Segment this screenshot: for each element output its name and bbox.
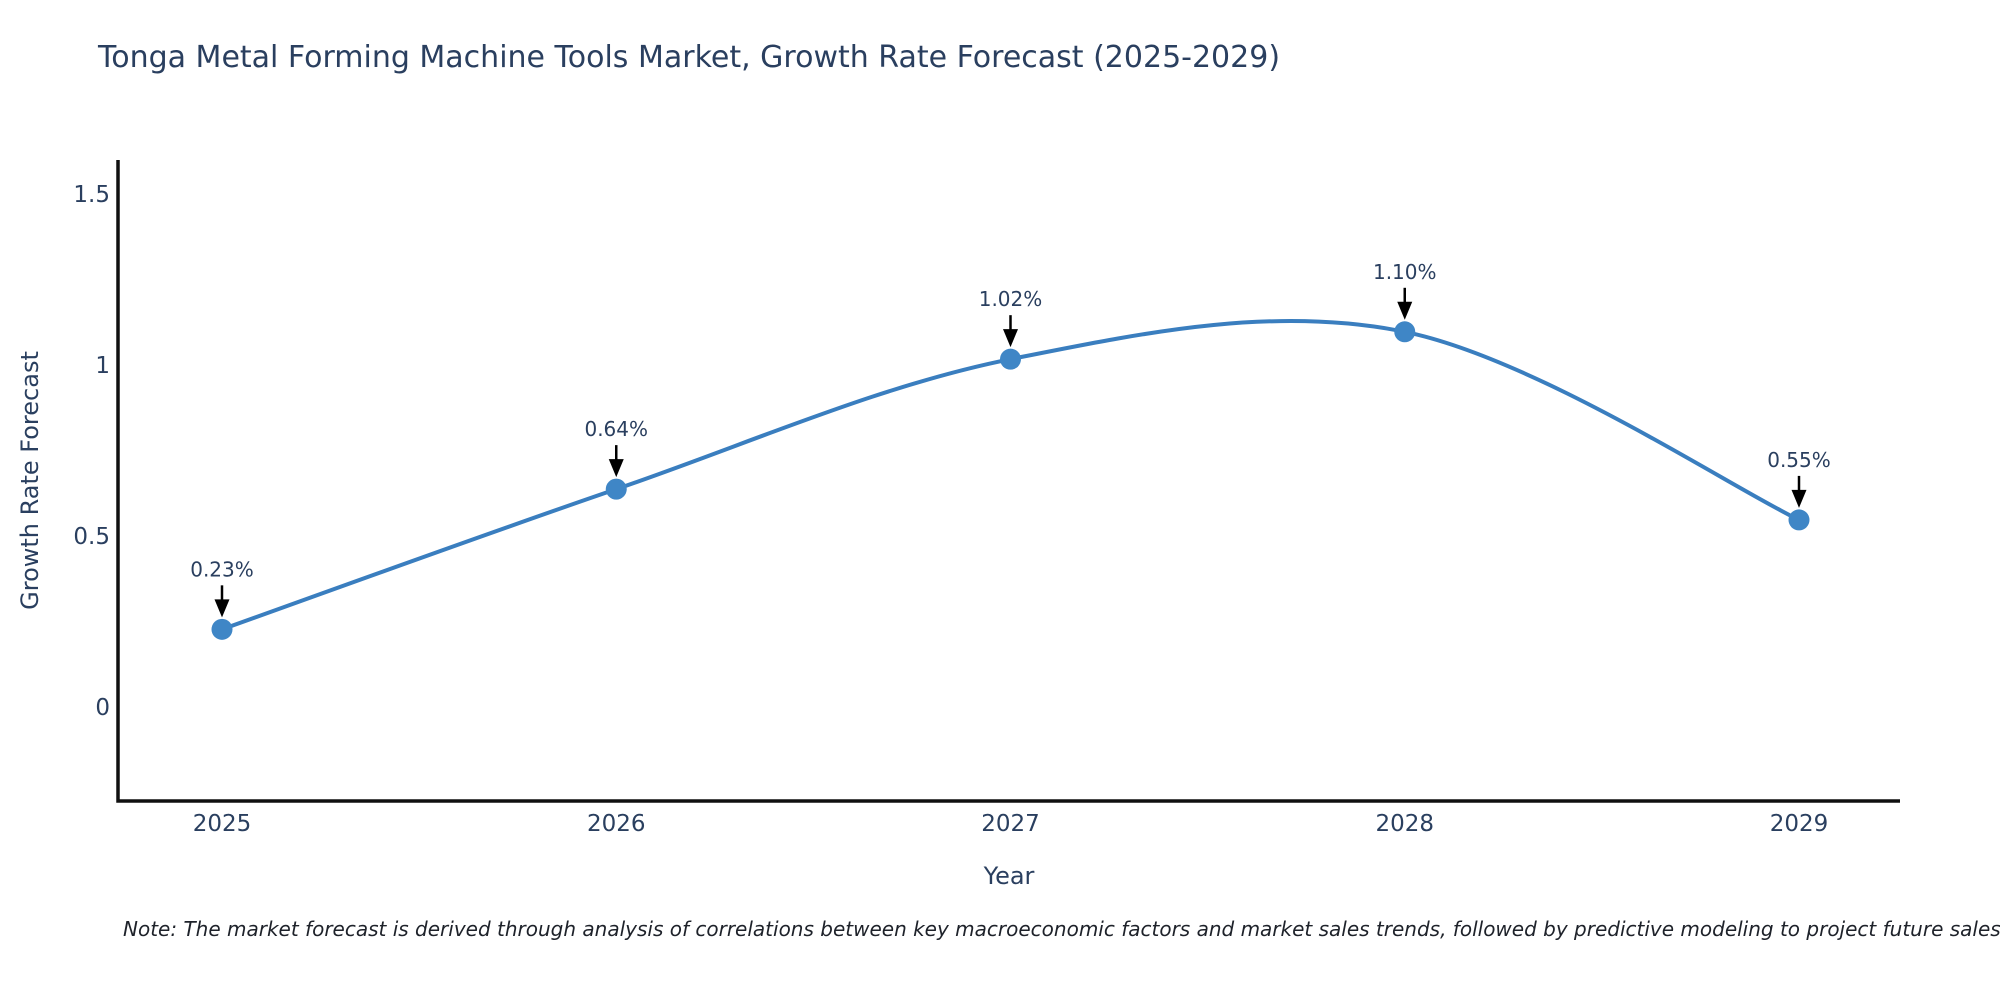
x-tick-label: 2026 (587, 811, 646, 837)
annotation-label: 1.10% (1373, 260, 1437, 284)
data-point-2028[interactable] (1394, 321, 1416, 343)
data-point-2029[interactable] (1788, 509, 1810, 531)
annotation-arrowhead (608, 459, 624, 478)
data-point-2026[interactable] (605, 478, 627, 500)
y-axis-title: Growth Rate Forecast (16, 351, 44, 610)
y-tick-label: 0 (95, 695, 110, 721)
chart-title: Tonga Metal Forming Machine Tools Market… (98, 40, 1281, 75)
x-tick-label: 2027 (981, 811, 1040, 837)
x-tick-label: 2029 (1770, 811, 1829, 837)
annotation-arrowhead (1791, 489, 1807, 508)
annotation-label: 0.55% (1767, 448, 1831, 472)
annotation-label: 1.02% (979, 287, 1043, 311)
y-tick-label: 1 (95, 353, 110, 379)
data-point-2027[interactable] (1000, 348, 1021, 370)
annotation-label: 0.64% (584, 417, 648, 441)
annotation-arrowhead (1003, 329, 1018, 348)
footnote: Note: The market forecast is derived thr… (123, 917, 2000, 941)
y-tick-label: 1.5 (73, 182, 110, 208)
annotation-arrowhead (1397, 301, 1413, 320)
annotation-label: 0.23% (190, 557, 254, 581)
x-tick-label: 2025 (193, 811, 252, 837)
y-tick-label: 0.5 (73, 524, 110, 550)
data-point-2025[interactable] (211, 618, 233, 640)
axis-lines (116, 160, 1900, 803)
annotation-arrowhead (214, 599, 230, 618)
x-axis-title: Year (983, 862, 1035, 890)
x-tick-label: 2028 (1375, 811, 1434, 837)
